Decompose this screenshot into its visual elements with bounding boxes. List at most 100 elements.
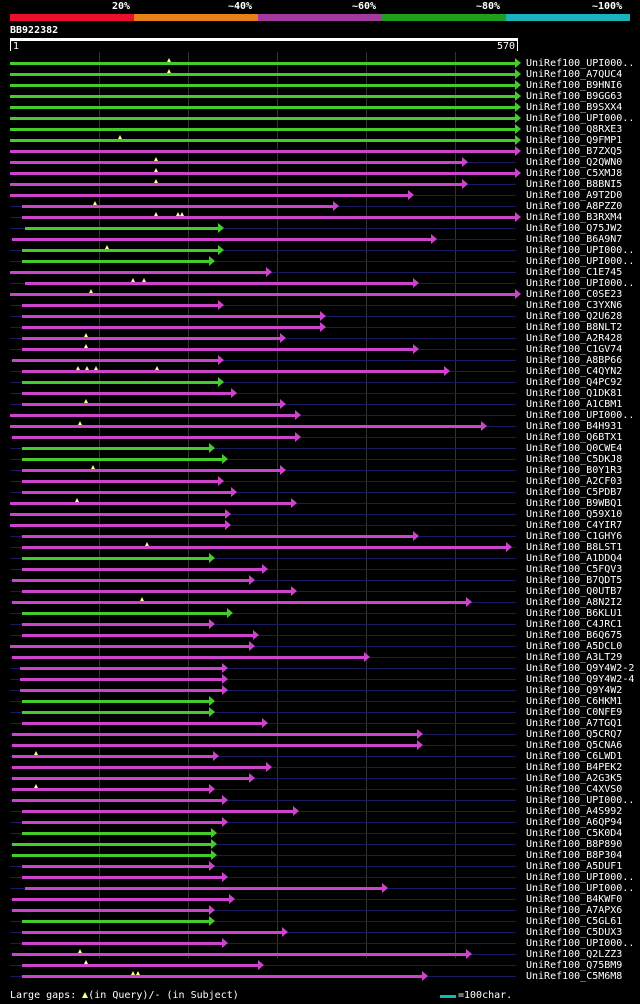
hit-label[interactable]: UniRef100_B8LST1 xyxy=(526,542,623,553)
hit-bar[interactable] xyxy=(22,216,515,219)
hit-label[interactable]: UniRef100_B8P890 xyxy=(526,839,623,850)
hit-row[interactable]: UniRef100_UPI000.. xyxy=(0,245,640,256)
hit-row[interactable]: UniRef100_A2R428 xyxy=(0,333,640,344)
hit-bar[interactable] xyxy=(22,546,506,549)
hit-bar[interactable] xyxy=(10,106,515,109)
hit-label[interactable]: UniRef100_C4QYN2 xyxy=(526,366,623,377)
hit-bar[interactable] xyxy=(22,942,222,945)
hit-row[interactable]: UniRef100_UPI000.. xyxy=(0,278,640,289)
hit-label[interactable]: UniRef100_B0Y1R3 xyxy=(526,465,623,476)
hit-row[interactable]: UniRef100_C3YXN6 xyxy=(0,300,640,311)
hit-bar[interactable] xyxy=(22,469,280,472)
hit-label[interactable]: UniRef100_B9WBQ1 xyxy=(526,498,623,509)
hit-bar[interactable] xyxy=(22,623,209,626)
hit-label[interactable]: UniRef100_UPI000.. xyxy=(526,245,635,256)
hit-label[interactable]: UniRef100_A7TGQ1 xyxy=(526,718,623,729)
hit-bar[interactable] xyxy=(25,282,413,285)
hit-row[interactable]: UniRef100_Q9Y4W2 xyxy=(0,685,640,696)
hit-bar[interactable] xyxy=(10,271,266,274)
hit-bar[interactable] xyxy=(22,337,280,340)
hit-label[interactable]: UniRef100_A5DUF1 xyxy=(526,861,623,872)
hit-row[interactable]: UniRef100_Q75BM9 xyxy=(0,960,640,971)
hit-label[interactable]: UniRef100_Q75BM9 xyxy=(526,960,623,971)
hit-bar[interactable] xyxy=(10,502,291,505)
hit-row[interactable]: UniRef100_B7QDT5 xyxy=(0,575,640,586)
hit-bar[interactable] xyxy=(12,733,417,736)
hit-row[interactable]: UniRef100_UPI000.. xyxy=(0,883,640,894)
hit-bar[interactable] xyxy=(25,887,382,890)
hit-label[interactable]: UniRef100_A8BP66 xyxy=(526,355,623,366)
hit-row[interactable]: UniRef100_C6HKM1 xyxy=(0,696,640,707)
hit-label[interactable]: UniRef100_Q4PC92 xyxy=(526,377,623,388)
hit-bar[interactable] xyxy=(12,843,211,846)
hit-label[interactable]: UniRef100_A4S992 xyxy=(526,806,623,817)
hit-label[interactable]: UniRef100_C5PDB7 xyxy=(526,487,623,498)
hit-row[interactable]: UniRef100_C5GL61 xyxy=(0,916,640,927)
hit-bar[interactable] xyxy=(12,238,431,241)
hit-row[interactable]: UniRef100_B6Q675 xyxy=(0,630,640,641)
hit-label[interactable]: UniRef100_UPI000.. xyxy=(526,938,635,949)
hit-bar[interactable] xyxy=(22,403,280,406)
hit-row[interactable]: UniRef100_B0Y1R3 xyxy=(0,465,640,476)
hit-row[interactable]: UniRef100_A2CF03 xyxy=(0,476,640,487)
hit-label[interactable]: UniRef100_B9GG63 xyxy=(526,91,623,102)
hit-label[interactable]: UniRef100_A7APX6 xyxy=(526,905,623,916)
hit-bar[interactable] xyxy=(12,744,417,747)
hit-label[interactable]: UniRef100_C3YXN6 xyxy=(526,300,623,311)
hit-row[interactable]: UniRef100_A7APX6 xyxy=(0,905,640,916)
hit-bar[interactable] xyxy=(22,832,211,835)
hit-label[interactable]: UniRef100_C1E745 xyxy=(526,267,623,278)
hit-row[interactable]: UniRef100_Q9Y4W2-2 xyxy=(0,663,640,674)
hit-label[interactable]: UniRef100_B6KLU1 xyxy=(526,608,623,619)
hit-bar[interactable] xyxy=(10,161,462,164)
hit-row[interactable]: UniRef100_B4H931 xyxy=(0,421,640,432)
hit-bar[interactable] xyxy=(22,557,209,560)
hit-bar[interactable] xyxy=(20,678,222,681)
hit-row[interactable]: UniRef100_A1DDQ4 xyxy=(0,553,640,564)
hit-bar[interactable] xyxy=(12,788,209,791)
hit-row[interactable]: UniRef100_Q0CWE4 xyxy=(0,443,640,454)
hit-label[interactable]: UniRef100_UPI000.. xyxy=(526,410,635,421)
hit-bar[interactable] xyxy=(12,766,266,769)
hit-bar[interactable] xyxy=(22,491,231,494)
hit-bar[interactable] xyxy=(22,711,209,714)
hit-label[interactable]: UniRef100_Q2QWN0 xyxy=(526,157,623,168)
hit-label[interactable]: UniRef100_B8NLT2 xyxy=(526,322,623,333)
hit-label[interactable]: UniRef100_Q0UTB7 xyxy=(526,586,623,597)
hit-bar[interactable] xyxy=(22,447,209,450)
hit-bar[interactable] xyxy=(10,183,462,186)
hit-label[interactable]: UniRef100_Q2LZZ3 xyxy=(526,949,623,960)
hit-bar[interactable] xyxy=(22,205,333,208)
hit-row[interactable]: UniRef100_B8P304 xyxy=(0,850,640,861)
hit-label[interactable]: UniRef100_UPI000.. xyxy=(526,256,635,267)
hit-bar[interactable] xyxy=(12,359,218,362)
hit-bar[interactable] xyxy=(22,326,320,329)
hit-bar[interactable] xyxy=(10,139,515,142)
hit-bar[interactable] xyxy=(22,975,422,978)
hit-bar[interactable] xyxy=(22,260,209,263)
hit-row[interactable]: UniRef100_UPI000.. xyxy=(0,872,640,883)
hit-bar[interactable] xyxy=(10,425,481,428)
hit-row[interactable]: UniRef100_Q8RXE3 xyxy=(0,124,640,135)
hit-row[interactable]: UniRef100_A2G3K5 xyxy=(0,773,640,784)
hit-row[interactable]: UniRef100_C5DUX3 xyxy=(0,927,640,938)
hit-bar[interactable] xyxy=(22,304,218,307)
hit-label[interactable]: UniRef100_B7QDT5 xyxy=(526,575,623,586)
hit-row[interactable]: UniRef100_Q5CNA6 xyxy=(0,740,640,751)
hit-label[interactable]: UniRef100_A2G3K5 xyxy=(526,773,623,784)
hit-row[interactable]: UniRef100_Q2U628 xyxy=(0,311,640,322)
hit-bar[interactable] xyxy=(12,777,249,780)
hit-row[interactable]: UniRef100_B4PEK2 xyxy=(0,762,640,773)
hit-row[interactable]: UniRef100_Q59X10 xyxy=(0,509,640,520)
hit-label[interactable]: UniRef100_A9T2D0 xyxy=(526,190,623,201)
hit-row[interactable]: UniRef100_UPI000.. xyxy=(0,795,640,806)
hit-row[interactable]: UniRef100_C5FQV3 xyxy=(0,564,640,575)
hit-bar[interactable] xyxy=(22,381,218,384)
hit-row[interactable]: UniRef100_B9HNI6 xyxy=(0,80,640,91)
hit-label[interactable]: UniRef100_C1GHY6 xyxy=(526,531,623,542)
hit-row[interactable]: UniRef100_A6QP94 xyxy=(0,817,640,828)
hit-bar[interactable] xyxy=(22,931,282,934)
hit-label[interactable]: UniRef100_B8P304 xyxy=(526,850,623,861)
hit-row[interactable]: UniRef100_C0SE23 xyxy=(0,289,640,300)
hit-bar[interactable] xyxy=(12,854,211,857)
